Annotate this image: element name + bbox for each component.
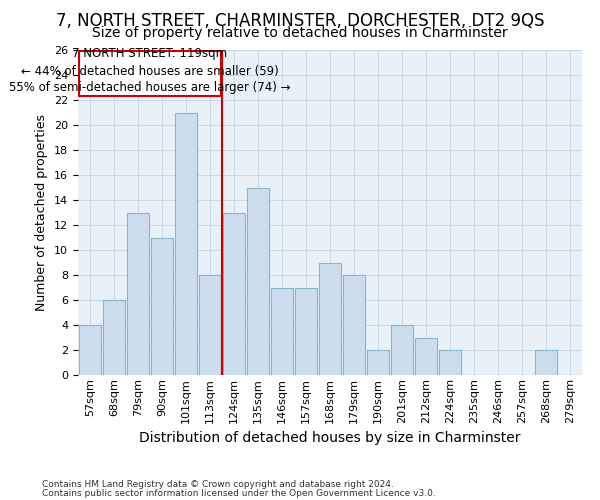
Bar: [391, 325, 413, 375]
Bar: [295, 288, 317, 375]
Bar: [319, 262, 341, 375]
Bar: [415, 338, 437, 375]
Bar: [151, 238, 173, 375]
Y-axis label: Number of detached properties: Number of detached properties: [35, 114, 49, 311]
X-axis label: Distribution of detached houses by size in Charminster: Distribution of detached houses by size …: [139, 431, 521, 445]
Text: 55% of semi-detached houses are larger (74) →: 55% of semi-detached houses are larger (…: [9, 82, 291, 94]
Bar: [175, 112, 197, 375]
Bar: [271, 288, 293, 375]
Bar: [199, 275, 221, 375]
Bar: [439, 350, 461, 375]
Bar: [127, 212, 149, 375]
Text: Contains HM Land Registry data © Crown copyright and database right 2024.: Contains HM Land Registry data © Crown c…: [42, 480, 394, 489]
Text: 7 NORTH STREET: 119sqm: 7 NORTH STREET: 119sqm: [73, 47, 227, 60]
Text: Contains public sector information licensed under the Open Government Licence v3: Contains public sector information licen…: [42, 490, 436, 498]
Bar: [367, 350, 389, 375]
Text: ← 44% of detached houses are smaller (59): ← 44% of detached houses are smaller (59…: [21, 65, 279, 78]
Bar: [79, 325, 101, 375]
Bar: [535, 350, 557, 375]
Text: Size of property relative to detached houses in Charminster: Size of property relative to detached ho…: [92, 26, 508, 40]
Bar: [247, 188, 269, 375]
Bar: [103, 300, 125, 375]
Bar: [79, 52, 221, 96]
Bar: [343, 275, 365, 375]
Bar: [223, 212, 245, 375]
Text: 7, NORTH STREET, CHARMINSTER, DORCHESTER, DT2 9QS: 7, NORTH STREET, CHARMINSTER, DORCHESTER…: [56, 12, 544, 30]
